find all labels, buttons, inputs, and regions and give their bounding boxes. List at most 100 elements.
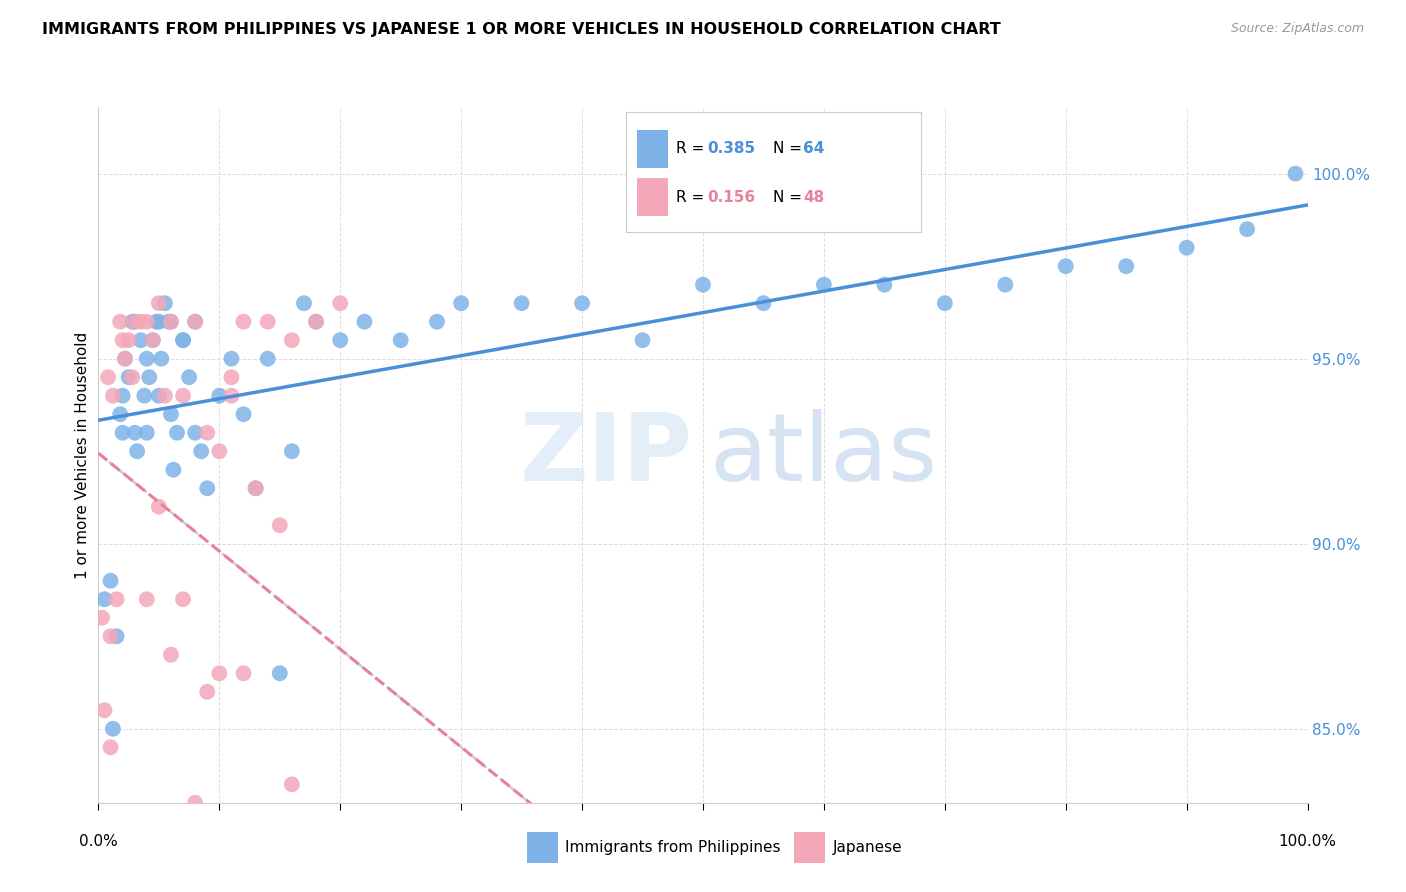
Point <box>1284 167 1306 181</box>
Point <box>256 351 278 366</box>
Point <box>129 333 152 347</box>
Point <box>93 703 115 717</box>
Point <box>1054 259 1077 273</box>
Point <box>994 277 1017 292</box>
Text: Japanese: Japanese <box>832 840 903 855</box>
Point <box>1175 241 1198 255</box>
Point <box>114 351 136 366</box>
Point <box>138 370 160 384</box>
Point <box>184 315 207 329</box>
Y-axis label: 1 or more Vehicles in Household: 1 or more Vehicles in Household <box>75 331 90 579</box>
Point <box>221 389 243 403</box>
Point <box>172 333 194 347</box>
Point <box>142 333 165 347</box>
Point <box>100 629 122 643</box>
Point <box>111 333 134 347</box>
Point <box>114 351 136 366</box>
Point <box>135 315 157 329</box>
Point <box>305 315 328 329</box>
Point <box>269 666 291 681</box>
Point <box>208 444 231 458</box>
Text: atlas: atlas <box>710 409 938 501</box>
Point <box>148 389 170 403</box>
Point <box>160 315 183 329</box>
Point <box>127 444 149 458</box>
Point <box>134 389 156 403</box>
Text: Immigrants from Philippines: Immigrants from Philippines <box>565 840 780 855</box>
Text: 100.0%: 100.0% <box>1278 834 1337 849</box>
Point <box>631 333 654 347</box>
Point <box>208 666 231 681</box>
Text: N =: N = <box>773 142 807 156</box>
Point <box>1236 222 1258 236</box>
Point <box>118 370 141 384</box>
Point <box>269 518 291 533</box>
Point <box>100 740 122 755</box>
Text: N =: N = <box>773 190 807 204</box>
Point <box>160 407 183 421</box>
Point <box>160 315 183 329</box>
Point <box>145 315 167 329</box>
Point <box>153 389 176 403</box>
Text: 64: 64 <box>803 142 824 156</box>
Point <box>124 315 146 329</box>
Point <box>292 888 315 892</box>
Point <box>153 296 176 310</box>
Point <box>184 315 207 329</box>
Point <box>135 351 157 366</box>
Point <box>121 370 143 384</box>
Point <box>172 592 194 607</box>
Point <box>195 685 218 699</box>
Text: 48: 48 <box>803 190 824 204</box>
Point <box>426 315 449 329</box>
Point <box>329 333 352 347</box>
Point <box>195 425 218 440</box>
Point <box>111 814 134 829</box>
Text: R =: R = <box>676 190 710 204</box>
Point <box>195 481 218 495</box>
Point <box>135 425 157 440</box>
Point <box>873 277 896 292</box>
Point <box>105 629 128 643</box>
Point <box>105 592 128 607</box>
Text: 0.385: 0.385 <box>707 142 755 156</box>
Text: IMMIGRANTS FROM PHILIPPINES VS JAPANESE 1 OR MORE VEHICLES IN HOUSEHOLD CORRELAT: IMMIGRANTS FROM PHILIPPINES VS JAPANESE … <box>42 22 1001 37</box>
Point <box>281 444 304 458</box>
Point <box>329 296 352 310</box>
Text: 0.156: 0.156 <box>707 190 755 204</box>
Point <box>91 611 114 625</box>
Point <box>108 315 131 329</box>
Point <box>934 296 956 310</box>
Point <box>148 500 170 514</box>
Point <box>813 277 835 292</box>
Point <box>172 333 194 347</box>
Point <box>177 370 201 384</box>
Text: Source: ZipAtlas.com: Source: ZipAtlas.com <box>1230 22 1364 36</box>
Point <box>245 481 267 495</box>
Point <box>281 777 304 791</box>
Point <box>571 296 593 310</box>
Point <box>108 407 131 421</box>
Point <box>692 277 714 292</box>
Point <box>166 425 188 440</box>
Point <box>93 592 115 607</box>
Point <box>208 389 231 403</box>
Point <box>232 407 254 421</box>
Point <box>157 315 180 329</box>
Point <box>124 425 146 440</box>
Point <box>1115 259 1137 273</box>
Point <box>221 370 243 384</box>
Point <box>97 370 120 384</box>
Point <box>101 389 124 403</box>
Point <box>124 315 146 329</box>
Point <box>184 796 207 810</box>
Point <box>101 722 124 736</box>
Point <box>305 851 328 865</box>
Point <box>389 333 412 347</box>
Point <box>232 666 254 681</box>
Point <box>150 351 173 366</box>
Point <box>148 296 170 310</box>
Point <box>124 851 146 865</box>
Point <box>160 648 183 662</box>
Point <box>450 296 472 310</box>
